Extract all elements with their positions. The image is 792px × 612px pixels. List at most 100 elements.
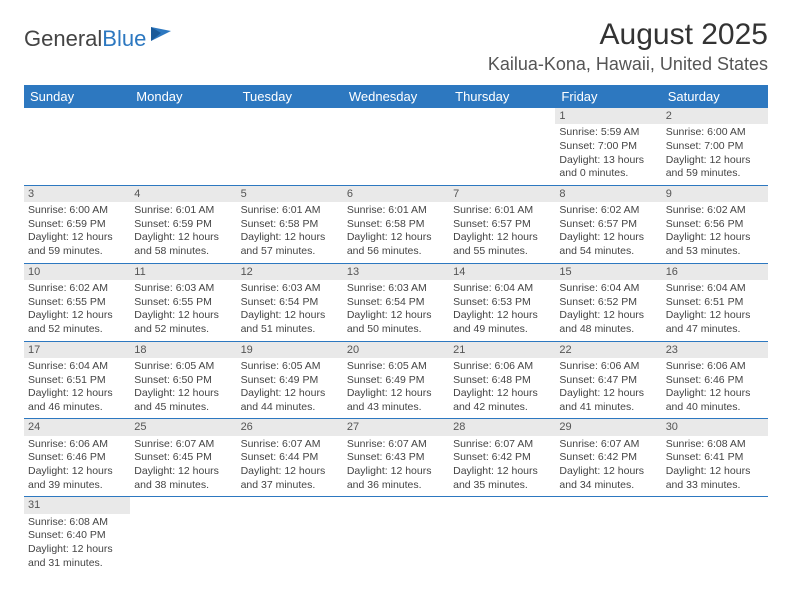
day-details: Sunrise: 6:00 AMSunset: 7:00 PMDaylight:… — [662, 124, 768, 185]
calendar-cell — [449, 108, 555, 185]
day-details: Sunrise: 6:04 AMSunset: 6:51 PMDaylight:… — [24, 358, 130, 419]
sunrise-line: Sunrise: 6:05 AM — [134, 360, 232, 374]
day-number: 19 — [237, 342, 343, 358]
day-number: 29 — [555, 419, 661, 435]
day2-line: and 47 minutes. — [666, 323, 764, 337]
sunset-line: Sunset: 6:51 PM — [666, 296, 764, 310]
day1-line: Daylight: 12 hours — [453, 465, 551, 479]
calendar-cell: 30Sunrise: 6:08 AMSunset: 6:41 PMDayligh… — [662, 419, 768, 497]
day-details: Sunrise: 6:07 AMSunset: 6:42 PMDaylight:… — [449, 436, 555, 497]
day2-line: and 0 minutes. — [559, 167, 657, 181]
sunrise-line: Sunrise: 6:02 AM — [559, 204, 657, 218]
calendar-cell: 29Sunrise: 6:07 AMSunset: 6:42 PMDayligh… — [555, 419, 661, 497]
day-details: Sunrise: 6:05 AMSunset: 6:49 PMDaylight:… — [237, 358, 343, 419]
day-number: 9 — [662, 186, 768, 202]
sunset-line: Sunset: 6:54 PM — [241, 296, 339, 310]
sunrise-line: Sunrise: 6:04 AM — [559, 282, 657, 296]
calendar-week-row: 24Sunrise: 6:06 AMSunset: 6:46 PMDayligh… — [24, 419, 768, 497]
calendar-cell: 15Sunrise: 6:04 AMSunset: 6:52 PMDayligh… — [555, 263, 661, 341]
calendar-cell: 23Sunrise: 6:06 AMSunset: 6:46 PMDayligh… — [662, 341, 768, 419]
calendar-cell: 12Sunrise: 6:03 AMSunset: 6:54 PMDayligh… — [237, 263, 343, 341]
day1-line: Daylight: 12 hours — [347, 309, 445, 323]
sunset-line: Sunset: 6:58 PM — [347, 218, 445, 232]
day-number: 20 — [343, 342, 449, 358]
sunrise-line: Sunrise: 6:01 AM — [241, 204, 339, 218]
day1-line: Daylight: 12 hours — [559, 465, 657, 479]
sunset-line: Sunset: 6:51 PM — [28, 374, 126, 388]
calendar-cell: 4Sunrise: 6:01 AMSunset: 6:59 PMDaylight… — [130, 185, 236, 263]
day-details: Sunrise: 6:06 AMSunset: 6:48 PMDaylight:… — [449, 358, 555, 419]
location: Kailua-Kona, Hawaii, United States — [488, 54, 768, 75]
day2-line: and 55 minutes. — [453, 245, 551, 259]
day1-line: Daylight: 12 hours — [347, 465, 445, 479]
day-number: 25 — [130, 419, 236, 435]
day2-line: and 34 minutes. — [559, 479, 657, 493]
day1-line: Daylight: 12 hours — [666, 387, 764, 401]
calendar-cell: 6Sunrise: 6:01 AMSunset: 6:58 PMDaylight… — [343, 185, 449, 263]
day2-line: and 41 minutes. — [559, 401, 657, 415]
calendar-cell: 31Sunrise: 6:08 AMSunset: 6:40 PMDayligh… — [24, 497, 130, 574]
sunrise-line: Sunrise: 6:07 AM — [347, 438, 445, 452]
day2-line: and 51 minutes. — [241, 323, 339, 337]
day1-line: Daylight: 12 hours — [134, 465, 232, 479]
calendar-cell — [24, 108, 130, 185]
day2-line: and 37 minutes. — [241, 479, 339, 493]
sunset-line: Sunset: 6:52 PM — [559, 296, 657, 310]
day-number: 13 — [343, 264, 449, 280]
sunrise-line: Sunrise: 6:04 AM — [666, 282, 764, 296]
day1-line: Daylight: 12 hours — [241, 387, 339, 401]
day-header: Wednesday — [343, 85, 449, 108]
sunset-line: Sunset: 6:45 PM — [134, 451, 232, 465]
sunset-line: Sunset: 6:50 PM — [134, 374, 232, 388]
sunrise-line: Sunrise: 6:06 AM — [28, 438, 126, 452]
day2-line: and 52 minutes. — [134, 323, 232, 337]
day-number: 17 — [24, 342, 130, 358]
sunrise-line: Sunrise: 6:06 AM — [453, 360, 551, 374]
day-number: 2 — [662, 108, 768, 124]
day-number: 24 — [24, 419, 130, 435]
day-details: Sunrise: 6:01 AMSunset: 6:58 PMDaylight:… — [343, 202, 449, 263]
day1-line: Daylight: 12 hours — [347, 387, 445, 401]
day-details: Sunrise: 5:59 AMSunset: 7:00 PMDaylight:… — [555, 124, 661, 185]
day1-line: Daylight: 12 hours — [559, 387, 657, 401]
day-details: Sunrise: 6:07 AMSunset: 6:42 PMDaylight:… — [555, 436, 661, 497]
day-number: 26 — [237, 419, 343, 435]
day-details: Sunrise: 6:08 AMSunset: 6:40 PMDaylight:… — [24, 514, 130, 575]
day1-line: Daylight: 12 hours — [134, 387, 232, 401]
sunrise-line: Sunrise: 6:01 AM — [453, 204, 551, 218]
day1-line: Daylight: 12 hours — [28, 309, 126, 323]
day-number: 3 — [24, 186, 130, 202]
calendar-cell — [662, 497, 768, 574]
calendar-cell: 24Sunrise: 6:06 AMSunset: 6:46 PMDayligh… — [24, 419, 130, 497]
calendar-cell: 9Sunrise: 6:02 AMSunset: 6:56 PMDaylight… — [662, 185, 768, 263]
day-header: Tuesday — [237, 85, 343, 108]
sunset-line: Sunset: 6:49 PM — [347, 374, 445, 388]
sunset-line: Sunset: 6:55 PM — [28, 296, 126, 310]
sunrise-line: Sunrise: 6:07 AM — [453, 438, 551, 452]
flag-icon — [151, 27, 173, 45]
sunrise-line: Sunrise: 6:08 AM — [28, 516, 126, 530]
calendar-cell: 11Sunrise: 6:03 AMSunset: 6:55 PMDayligh… — [130, 263, 236, 341]
sunrise-line: Sunrise: 6:06 AM — [559, 360, 657, 374]
logo: General Blue — [24, 26, 173, 52]
day-details: Sunrise: 6:06 AMSunset: 6:47 PMDaylight:… — [555, 358, 661, 419]
day-number: 12 — [237, 264, 343, 280]
day-number: 27 — [343, 419, 449, 435]
calendar-table: Sunday Monday Tuesday Wednesday Thursday… — [24, 85, 768, 574]
day1-line: Daylight: 12 hours — [28, 543, 126, 557]
day2-line: and 50 minutes. — [347, 323, 445, 337]
day-number: 28 — [449, 419, 555, 435]
day1-line: Daylight: 12 hours — [347, 231, 445, 245]
calendar-cell: 27Sunrise: 6:07 AMSunset: 6:43 PMDayligh… — [343, 419, 449, 497]
day-number: 16 — [662, 264, 768, 280]
day2-line: and 54 minutes. — [559, 245, 657, 259]
day-details: Sunrise: 6:04 AMSunset: 6:53 PMDaylight:… — [449, 280, 555, 341]
day2-line: and 56 minutes. — [347, 245, 445, 259]
day-number: 7 — [449, 186, 555, 202]
calendar-cell — [449, 497, 555, 574]
day-details: Sunrise: 6:06 AMSunset: 6:46 PMDaylight:… — [24, 436, 130, 497]
sunset-line: Sunset: 6:58 PM — [241, 218, 339, 232]
day-number: 11 — [130, 264, 236, 280]
calendar-cell — [343, 108, 449, 185]
day1-line: Daylight: 12 hours — [28, 465, 126, 479]
